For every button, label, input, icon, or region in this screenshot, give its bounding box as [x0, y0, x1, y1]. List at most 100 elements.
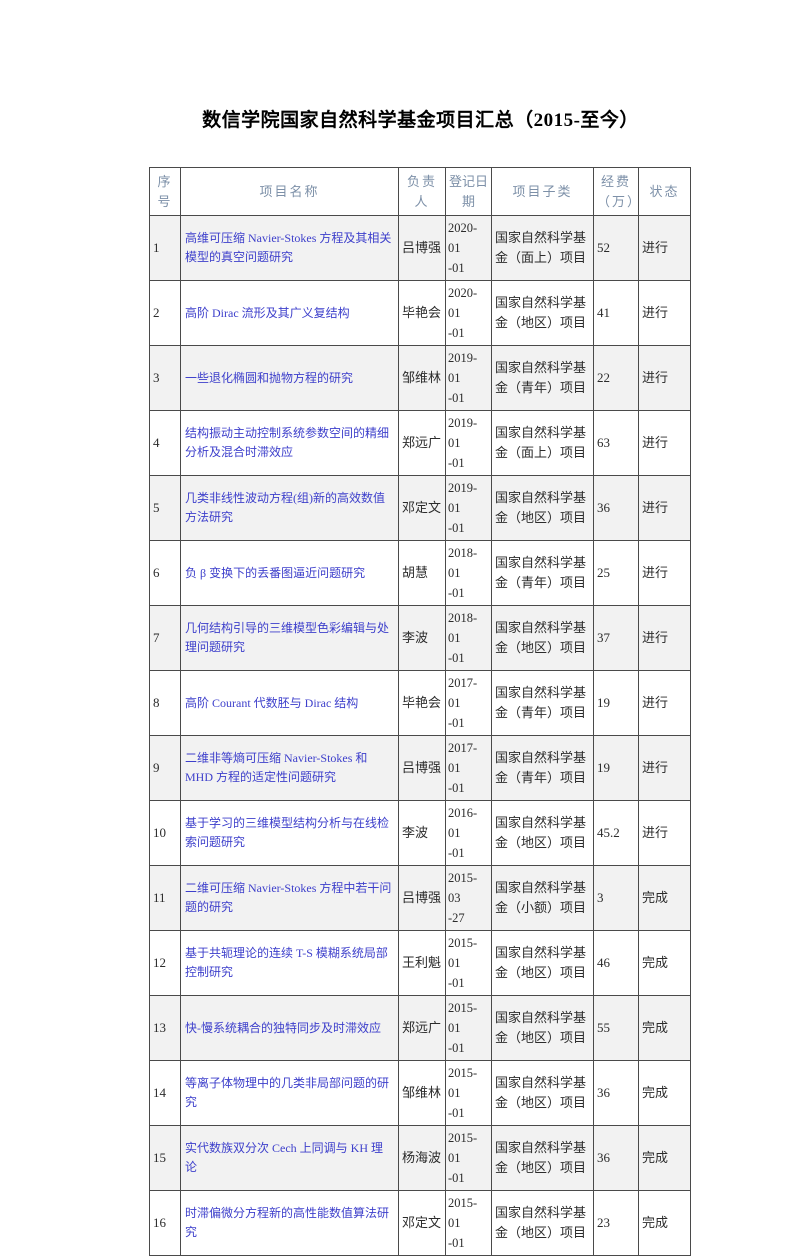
cell-project-name[interactable]: 基于学习的三维模型结构分析与在线检索问题研究 [180, 800, 399, 866]
cell-project-name[interactable]: 实代数族双分次 Cech 上同调与 KH 理论 [180, 1125, 399, 1191]
cell-pi: 李波 [398, 800, 446, 866]
cell-pi: 郑远广 [398, 410, 446, 476]
cell-pi: 邓定文 [398, 1190, 446, 1256]
cell-status: 完成 [638, 995, 691, 1061]
cell-pi: 邓定文 [398, 475, 446, 541]
cell-seq: 14 [149, 1060, 181, 1126]
cell-date: 2018-01 -01 [445, 540, 492, 606]
cell-pi: 李波 [398, 605, 446, 671]
cell-date: 2016-01 -01 [445, 800, 492, 866]
table-row: 6 负 β 变换下的丢番图逼近问题研究 胡慧 2018-01 -01 国家自然科学… [149, 540, 691, 606]
cell-subtype: 国家自然科学基金（青年）项目 [491, 345, 594, 411]
cell-project-name[interactable]: 几类非线性波动方程(组)新的高效数值方法研究 [180, 475, 399, 541]
cell-fund: 19 [593, 670, 639, 736]
cell-fund: 36 [593, 475, 639, 541]
cell-date: 2015-01 -01 [445, 1190, 492, 1256]
cell-pi: 杨海波 [398, 1125, 446, 1191]
cell-subtype: 国家自然科学基金（地区）项目 [491, 1125, 594, 1191]
cell-seq: 7 [149, 605, 181, 671]
table-header: 序号 项目名称 负责人 登记日期 项目子类 经费（万） 状态 [149, 167, 691, 216]
header-row: 序号 项目名称 负责人 登记日期 项目子类 经费（万） 状态 [149, 167, 691, 216]
cell-project-name[interactable]: 高阶 Courant 代数胚与 Dirac 结构 [180, 670, 399, 736]
col-header-status: 状态 [638, 167, 691, 216]
cell-pi: 邹维林 [398, 345, 446, 411]
table-row: 13 快-慢系统耦合的独特同步及时滞效应 郑远广 2015-01 -01 国家自然… [149, 995, 691, 1061]
cell-status: 进行 [638, 410, 691, 476]
col-header-subtype: 项目子类 [491, 167, 594, 216]
cell-date: 2017-01 -01 [445, 735, 492, 801]
col-header-fund: 经费（万） [593, 167, 639, 216]
table-row: 2 高阶 Dirac 流形及其广义复结构 毕艳会 2020-01 -01 国家自然… [149, 280, 691, 346]
cell-seq: 6 [149, 540, 181, 606]
cell-project-name[interactable]: 高阶 Dirac 流形及其广义复结构 [180, 280, 399, 346]
table-row: 15 实代数族双分次 Cech 上同调与 KH 理论 杨海波 2015-01 -0… [149, 1125, 691, 1191]
cell-seq: 9 [149, 735, 181, 801]
cell-date: 2015-01 -01 [445, 930, 492, 996]
cell-seq: 2 [149, 280, 181, 346]
cell-project-name[interactable]: 几何结构引导的三维模型色彩编辑与处理问题研究 [180, 605, 399, 671]
cell-seq: 8 [149, 670, 181, 736]
cell-subtype: 国家自然科学基金（地区）项目 [491, 800, 594, 866]
cell-fund: 22 [593, 345, 639, 411]
cell-pi: 吕博强 [398, 215, 446, 281]
cell-fund: 55 [593, 995, 639, 1061]
cell-date: 2015-03 -27 [445, 865, 492, 931]
cell-status: 进行 [638, 215, 691, 281]
cell-project-name[interactable]: 高维可压缩 Navier-Stokes 方程及其相关模型的真空问题研究 [180, 215, 399, 281]
cell-status: 完成 [638, 1060, 691, 1126]
cell-fund: 63 [593, 410, 639, 476]
cell-subtype: 国家自然科学基金（面上）项目 [491, 410, 594, 476]
cell-date: 2019-01 -01 [445, 475, 492, 541]
cell-project-name[interactable]: 等离子体物理中的几类非局部问题的研究 [180, 1060, 399, 1126]
cell-status: 完成 [638, 865, 691, 931]
cell-fund: 41 [593, 280, 639, 346]
cell-project-name[interactable]: 基于共轭理论的连续 T-S 模糊系统局部控制研究 [180, 930, 399, 996]
cell-date: 2019-01 -01 [445, 410, 492, 476]
cell-date: 2015-01 -01 [445, 1125, 492, 1191]
col-header-pi: 负责人 [398, 167, 446, 216]
cell-date: 2020-01 -01 [445, 215, 492, 281]
cell-fund: 36 [593, 1125, 639, 1191]
cell-project-name[interactable]: 二维非等熵可压缩 Navier-Stokes 和 MHD 方程的适定性问题研究 [180, 735, 399, 801]
cell-status: 进行 [638, 735, 691, 801]
cell-status: 完成 [638, 930, 691, 996]
cell-date: 2015-01 -01 [445, 1060, 492, 1126]
cell-date: 2015-01 -01 [445, 995, 492, 1061]
cell-project-name[interactable]: 结构振动主动控制系统参数空间的精细分析及混合时滞效应 [180, 410, 399, 476]
cell-fund: 46 [593, 930, 639, 996]
cell-seq: 10 [149, 800, 181, 866]
cell-fund: 25 [593, 540, 639, 606]
table-row: 4 结构振动主动控制系统参数空间的精细分析及混合时滞效应 郑远广 2019-01… [149, 410, 691, 476]
cell-pi: 王利魁 [398, 930, 446, 996]
cell-subtype: 国家自然科学基金（地区）项目 [491, 930, 594, 996]
cell-seq: 3 [149, 345, 181, 411]
cell-fund: 36 [593, 1060, 639, 1126]
cell-project-name[interactable]: 快-慢系统耦合的独特同步及时滞效应 [180, 995, 399, 1061]
cell-project-name[interactable]: 负 β 变换下的丢番图逼近问题研究 [180, 540, 399, 606]
cell-project-name[interactable]: 时滞偏微分方程新的高性能数值算法研究 [180, 1190, 399, 1256]
table-row: 9 二维非等熵可压缩 Navier-Stokes 和 MHD 方程的适定性问题研… [149, 735, 691, 801]
cell-status: 完成 [638, 1125, 691, 1191]
cell-date: 2019-01 -01 [445, 345, 492, 411]
cell-fund: 3 [593, 865, 639, 931]
cell-status: 进行 [638, 280, 691, 346]
cell-status: 进行 [638, 605, 691, 671]
cell-fund: 19 [593, 735, 639, 801]
table-row: 5 几类非线性波动方程(组)新的高效数值方法研究 邓定文 2019-01 -01 … [149, 475, 691, 541]
cell-date: 2017-01 -01 [445, 670, 492, 736]
cell-seq: 12 [149, 930, 181, 996]
table-row: 10 基于学习的三维模型结构分析与在线检索问题研究 李波 2016-01 -01 … [149, 800, 691, 866]
cell-pi: 吕博强 [398, 735, 446, 801]
cell-subtype: 国家自然科学基金（地区）项目 [491, 280, 594, 346]
cell-seq: 11 [149, 865, 181, 931]
cell-subtype: 国家自然科学基金（地区）项目 [491, 995, 594, 1061]
cell-pi: 郑远广 [398, 995, 446, 1061]
col-header-date: 登记日期 [445, 167, 492, 216]
cell-status: 进行 [638, 670, 691, 736]
cell-pi: 吕博强 [398, 865, 446, 931]
cell-project-name[interactable]: 二维可压缩 Navier-Stokes 方程中若干问题的研究 [180, 865, 399, 931]
cell-subtype: 国家自然科学基金（地区）项目 [491, 1060, 594, 1126]
cell-project-name[interactable]: 一些退化椭圆和抛物方程的研究 [180, 345, 399, 411]
cell-seq: 15 [149, 1125, 181, 1191]
cell-subtype: 国家自然科学基金（地区）项目 [491, 475, 594, 541]
